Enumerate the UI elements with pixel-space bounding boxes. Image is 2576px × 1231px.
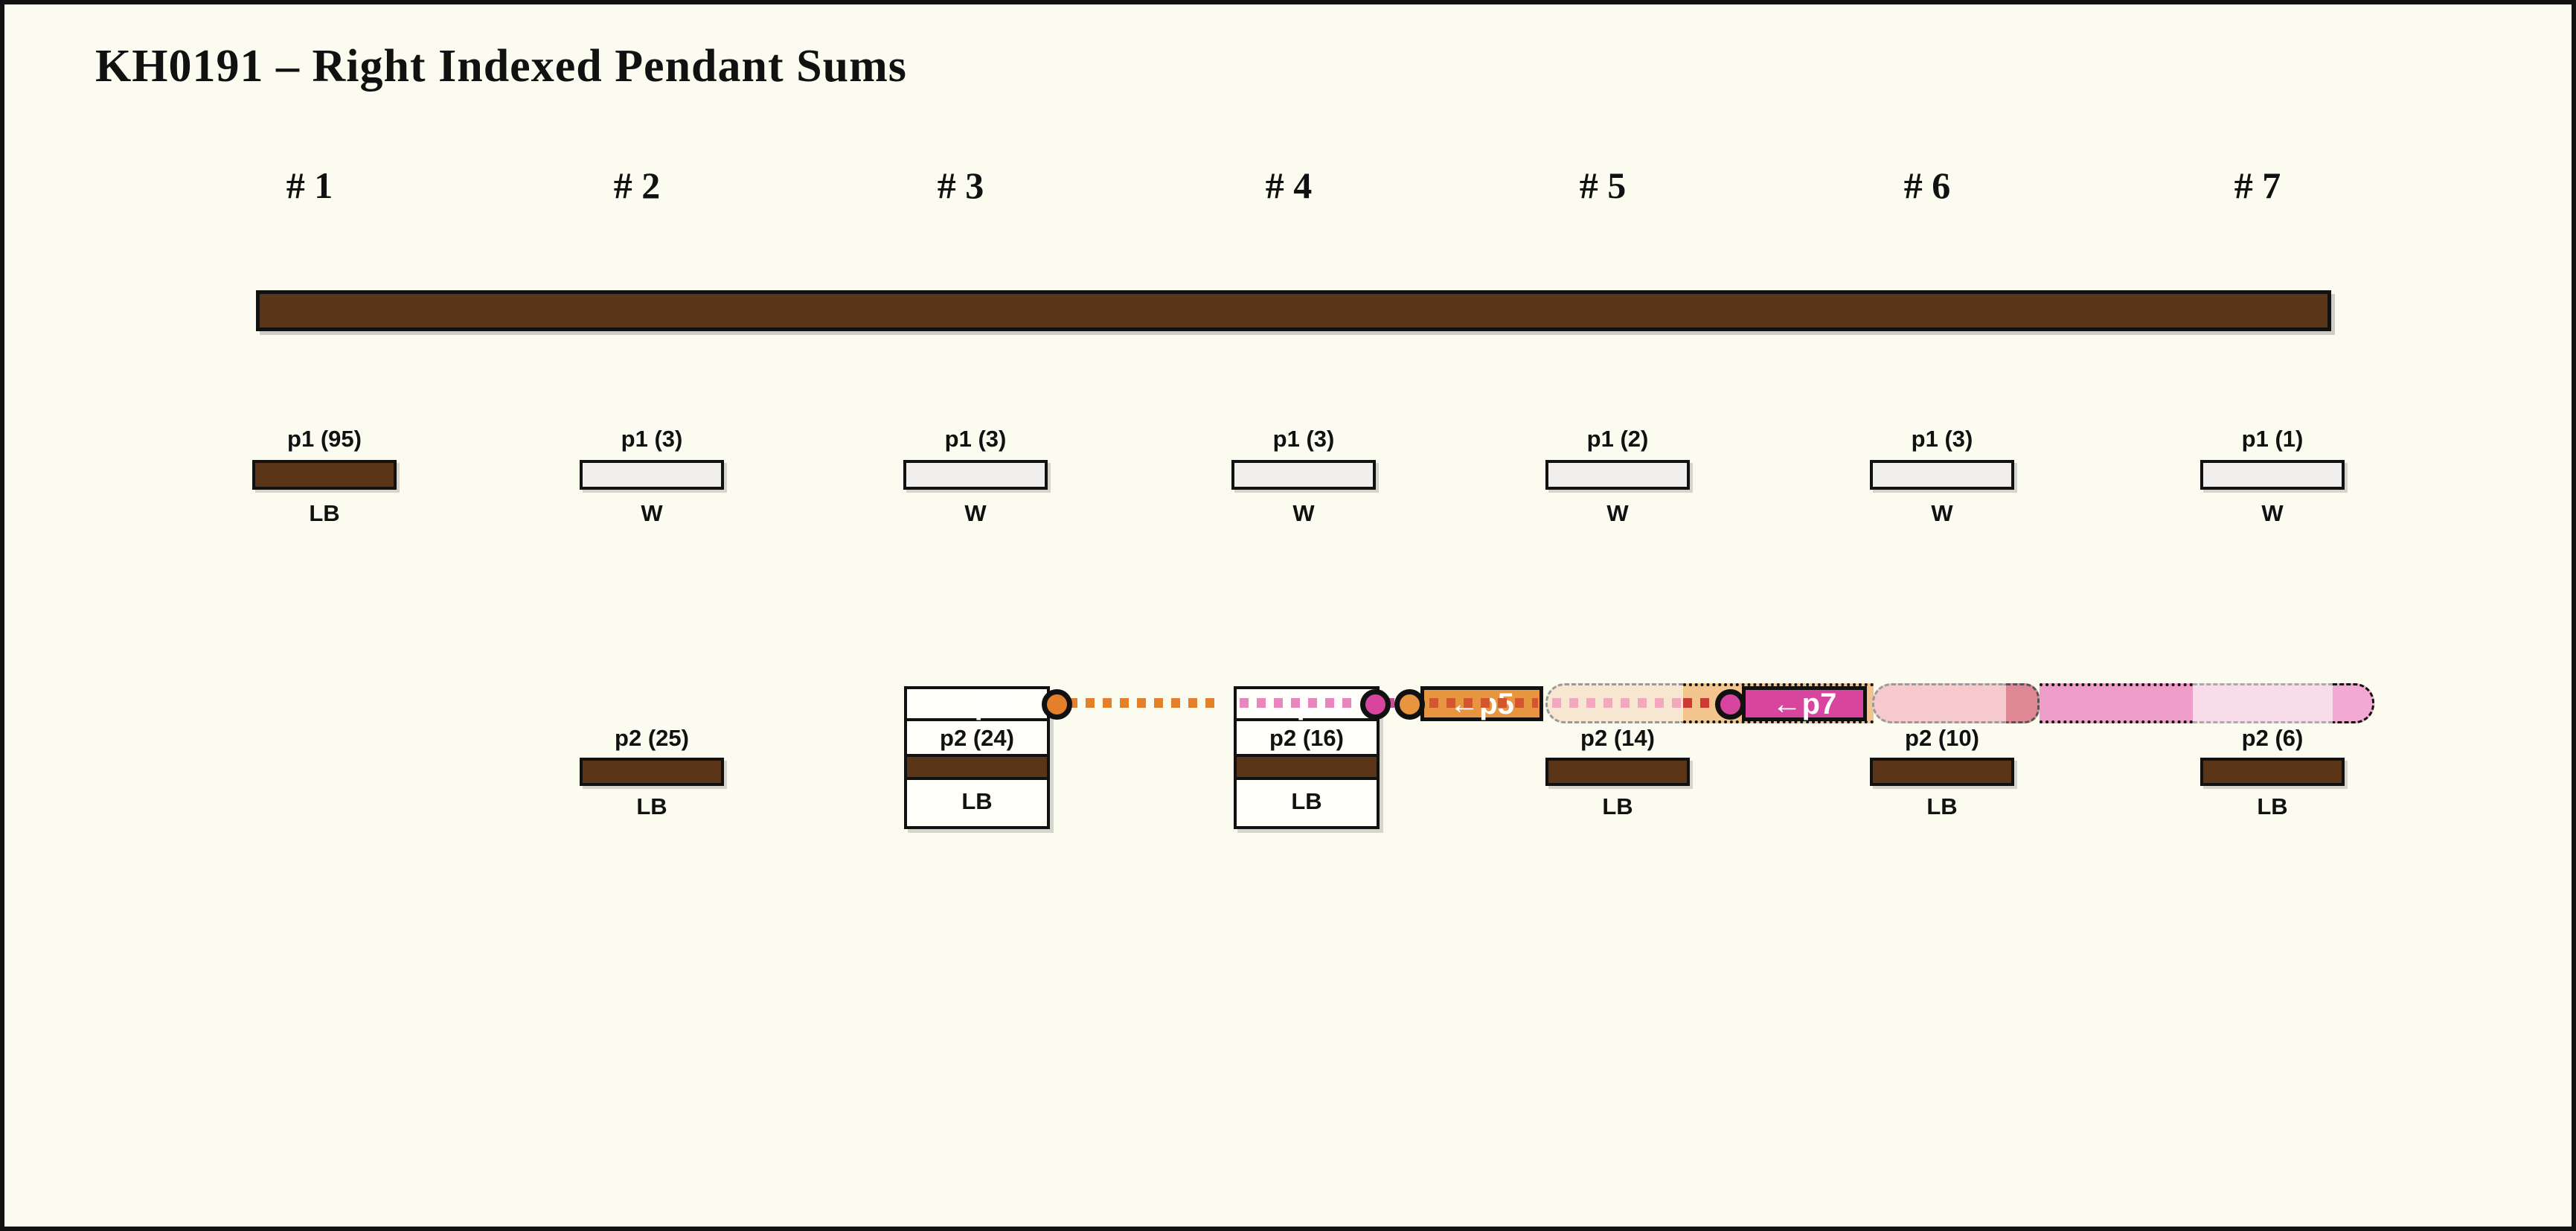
p2-sub: LB — [2257, 793, 2288, 819]
p1-sub: W — [1931, 500, 1953, 526]
p1-sub: W — [1292, 500, 1315, 526]
p1-box-brown — [252, 460, 397, 490]
p2-box-brown — [1545, 758, 1690, 786]
column-header-3: # 3 — [937, 164, 984, 206]
p1-label: p1 (95) — [287, 426, 362, 452]
p2-label: p2 (24) — [904, 718, 1050, 757]
ghost-range-pink-end — [2333, 683, 2374, 723]
p2-sub: LB — [904, 777, 1050, 829]
dotted-line-orange — [1068, 698, 1222, 708]
page-title: KH0191 – Right Indexed Pendant Sums — [95, 41, 907, 92]
loom-bar — [256, 290, 2331, 331]
node-circle-magenta — [1715, 689, 1746, 720]
column-header-4: # 4 — [1265, 164, 1313, 206]
column-header-2: # 2 — [613, 164, 661, 206]
dotted-line-pink — [1552, 698, 1683, 708]
column-header-5: # 5 — [1579, 164, 1627, 206]
p2-label: p2 (10) — [1905, 725, 1979, 751]
p2-box-brown — [1870, 758, 2014, 786]
p1-sub: W — [641, 500, 663, 526]
p2-label: p2 (6) — [2241, 725, 2304, 751]
p1-box-white — [580, 460, 724, 490]
p1-sub: W — [2261, 500, 2284, 526]
column-header-7: # 7 — [2234, 164, 2281, 206]
p2-bar-brown — [1234, 754, 1380, 780]
node-circle-orange — [1042, 689, 1072, 720]
p1-label: p1 (3) — [1911, 426, 1973, 452]
p1-label: p1 (1) — [2241, 426, 2304, 452]
p1-label: p1 (3) — [944, 426, 1007, 452]
p2-sub: LB — [1926, 793, 1958, 819]
p2-sub: LB — [1234, 777, 1380, 829]
p2-label: p2 (16) — [1234, 718, 1380, 757]
node-circle-magenta — [1360, 689, 1391, 720]
ghost-range-rose — [2006, 683, 2040, 723]
dotted-line-rust-over-p5 — [1429, 698, 1538, 708]
p1-label: p1 (3) — [621, 426, 683, 452]
column-header-6: # 6 — [1903, 164, 1951, 206]
pendant-card-col3: →p9 p2 (24) LB — [904, 686, 1050, 829]
ghost-range-pink — [2040, 683, 2193, 723]
p2-sub: LB — [636, 793, 667, 819]
ghost-range-pink-pale — [2193, 683, 2333, 723]
dotted-line-crimson — [1683, 698, 1722, 708]
pendant-box-p7: ←p7 — [1742, 686, 1867, 721]
p2-label: p2 (25) — [615, 725, 689, 751]
p1-box-white — [1870, 460, 2014, 490]
p1-label: p1 (3) — [1272, 426, 1335, 452]
p2-label: p2 (14) — [1580, 725, 1655, 751]
p1-box-white — [903, 460, 1048, 490]
p2-bar-brown — [904, 754, 1050, 780]
p1-sub: W — [1606, 500, 1629, 526]
p1-box-white — [1545, 460, 1690, 490]
p2-box-brown — [2200, 758, 2345, 786]
p2-box-brown — [580, 758, 724, 786]
p1-box-white — [2200, 460, 2345, 490]
column-header-1: # 1 — [286, 164, 333, 206]
p1-sub: LB — [309, 500, 340, 526]
dotted-line-pink-over-p11 — [1240, 698, 1357, 708]
p1-box-white — [1231, 460, 1376, 490]
p2-sub: LB — [1602, 793, 1633, 819]
p1-sub: W — [964, 500, 987, 526]
p1-label: p1 (2) — [1586, 426, 1649, 452]
ghost-range-pink-light — [1872, 683, 2006, 723]
pendant-box-p9: →p9 — [904, 686, 1050, 721]
node-circle-orange — [1394, 689, 1425, 720]
